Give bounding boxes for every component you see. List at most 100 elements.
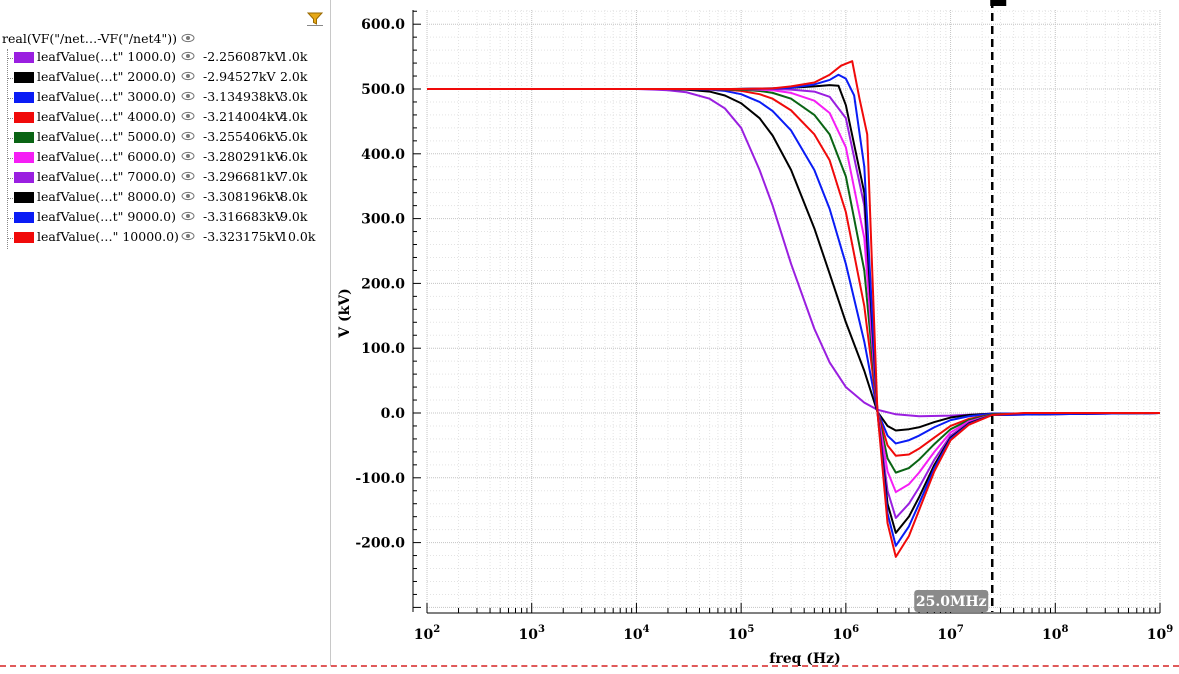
tree-tick — [7, 58, 13, 59]
series-line — [427, 88, 1161, 418]
legend-param: 1.0k — [280, 49, 308, 64]
axis-layer: 600.0 500.0 400.0 300.0 200.0 100.0 0.0 -100.0 -… — [337, 10, 1173, 666]
x-tick-label: 106 — [833, 624, 859, 643]
eye-icon[interactable] — [181, 91, 195, 101]
tree-tick — [7, 198, 13, 199]
legend-label: leafValue(…t" 9000.0) — [37, 209, 176, 224]
legend-param: 3.0k — [280, 89, 308, 104]
y-tick-label: 400.0 — [361, 147, 405, 163]
eye-icon[interactable] — [181, 151, 195, 161]
series-line — [427, 88, 1161, 457]
y-tick-label: 200.0 — [361, 276, 405, 292]
legend-swatch — [14, 152, 34, 163]
series-line — [427, 60, 1160, 558]
legend-label: leafValue(…" 10000.0) — [37, 229, 179, 244]
x-tick-label: 108 — [1042, 624, 1068, 643]
legend-value: -3.134938kV — [203, 89, 284, 104]
y-tick-label: 600.0 — [361, 17, 405, 33]
legend-swatch — [14, 232, 34, 243]
legend-panel: real(VF("/net…-VF("/net4")) leafValue(…t… — [0, 0, 331, 666]
series-line — [427, 88, 1161, 445]
y-tick-label: 500.0 — [361, 82, 405, 98]
marker-label: 25.0MHz — [916, 594, 987, 610]
tree-connector — [7, 49, 9, 249]
y-axis-label: V (kV) — [337, 288, 353, 339]
eye-icon[interactable] — [181, 131, 195, 141]
legend-swatch — [14, 112, 34, 123]
tree-tick — [7, 118, 13, 119]
legend-param: 5.0k — [280, 129, 308, 144]
x-tick-label: 109 — [1147, 624, 1173, 643]
eye-icon[interactable] — [181, 33, 195, 43]
x-axis-label: freq (Hz) — [769, 651, 840, 666]
legend-param: 8.0k — [280, 189, 308, 204]
x-tick-label: 107 — [937, 624, 963, 643]
legend-label: leafValue(…t" 3000.0) — [37, 89, 176, 104]
legend-value: -3.308196kV — [203, 189, 284, 204]
minor-grid — [427, 10, 1160, 612]
legend-param: 4.0k — [280, 109, 308, 124]
legend-label: leafValue(…t" 8000.0) — [37, 189, 176, 204]
legend-param: 6.0k — [280, 149, 308, 164]
x-tick-label: 103 — [518, 624, 544, 643]
tree-tick — [7, 238, 13, 239]
marker-handle[interactable] — [990, 0, 1007, 6]
eye-icon[interactable] — [181, 191, 195, 201]
eye-icon[interactable] — [181, 211, 195, 221]
legend-swatch — [14, 52, 34, 63]
legend-root-label: real(VF("/net…-VF("/net4")) — [2, 31, 177, 46]
tree-tick — [7, 98, 13, 99]
legend-value: -3.255406kV — [203, 129, 284, 144]
y-tick-label: -100.0 — [355, 471, 405, 487]
legend-label: leafValue(…t" 7000.0) — [37, 169, 176, 184]
series-line — [427, 88, 1161, 474]
major-grid — [426, 10, 1161, 612]
series-line — [427, 88, 1161, 432]
filter-icon[interactable] — [307, 12, 323, 26]
bottom-divider — [0, 665, 1179, 667]
legend-value: -2.256087kV — [203, 49, 284, 64]
eye-icon[interactable] — [181, 111, 195, 121]
chart-plot: 600.0 500.0 400.0 300.0 200.0 100.0 0.0 -100.0 -… — [337, 0, 1173, 666]
eye-icon[interactable] — [181, 71, 195, 81]
legend-value: -3.323175kV — [203, 229, 284, 244]
tree-tick — [7, 178, 13, 179]
tree-tick — [7, 158, 13, 159]
legend-swatch — [14, 212, 34, 223]
eye-icon[interactable] — [181, 51, 195, 61]
x-tick-label: 102 — [414, 624, 440, 643]
legend-value: -3.316683kV — [203, 209, 284, 224]
legend-swatch — [14, 192, 34, 203]
tree-tick — [7, 138, 13, 139]
y-tick-label: 100.0 — [361, 341, 405, 357]
legend-param: 7.0k — [280, 169, 308, 184]
tree-tick — [7, 218, 13, 219]
eye-icon[interactable] — [181, 171, 195, 181]
legend-label: leafValue(…t" 5000.0) — [37, 129, 176, 144]
legend-label: leafValue(…t" 2000.0) — [37, 69, 176, 84]
series-layer — [427, 60, 1161, 558]
legend-label: leafValue(…t" 4000.0) — [37, 109, 176, 124]
legend-swatch — [14, 132, 34, 143]
legend-label: leafValue(…t" 1000.0) — [37, 49, 176, 64]
eye-icon[interactable] — [181, 231, 195, 241]
marker-badge — [914, 590, 989, 612]
series-line — [427, 88, 1161, 494]
legend-value: -3.280291kV — [203, 149, 284, 164]
legend-root-row[interactable]: real(VF("/net…-VF("/net4")) — [2, 31, 195, 49]
legend-param: 10.0k — [280, 229, 316, 244]
legend-label: leafValue(…t" 6000.0) — [37, 149, 176, 164]
marker-layer[interactable]: 25.0MHz — [914, 0, 1007, 612]
y-tick-label: 300.0 — [361, 212, 405, 228]
legend-swatch — [14, 72, 34, 83]
legend-value: -2.94527kV — [203, 69, 276, 84]
legend-value: -3.296681kV — [203, 169, 284, 184]
x-tick-label: 105 — [728, 624, 754, 643]
legend-swatch — [14, 92, 34, 103]
x-tick-label: 104 — [623, 624, 649, 643]
tree-tick — [7, 78, 13, 79]
legend-value: -3.214004kV — [203, 109, 284, 124]
legend-swatch — [14, 172, 34, 183]
legend-param: 2.0k — [280, 69, 308, 84]
legend-param: 9.0k — [280, 209, 308, 224]
